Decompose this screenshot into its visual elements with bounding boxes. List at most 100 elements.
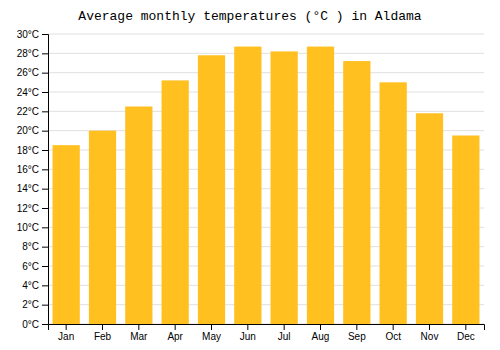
y-tick-label: 18°C [17, 145, 39, 156]
x-tick-mark [320, 324, 321, 330]
x-axis-line [49, 325, 485, 331]
y-tick-mark [42, 227, 48, 228]
y-tick-mark [42, 111, 48, 112]
bar [89, 131, 116, 324]
y-tick: 8°C [22, 241, 48, 252]
x-tick-label: Sep [348, 331, 366, 342]
x-tick: Aug [312, 324, 330, 342]
grid [48, 34, 484, 324]
grid-line [48, 72, 484, 73]
x-tick: Dec [457, 324, 475, 342]
x-tick: Nov [421, 324, 439, 342]
title: Average monthly temperatures (°C ) in Al… [78, 9, 421, 24]
y-tick-label: 4°C [22, 280, 39, 291]
x-tick-mark [247, 324, 248, 330]
y-tick-mark [42, 169, 48, 170]
y-tick-label: 16°C [17, 164, 39, 175]
y-tick: 18°C [17, 145, 48, 156]
bar [452, 136, 479, 325]
y-tick-mark [42, 73, 48, 74]
y-tick-label: 0°C [22, 319, 39, 330]
x-tick-mark [393, 324, 394, 330]
grid-line [48, 92, 484, 93]
x-tick-label: Dec [457, 331, 475, 342]
y-tick-mark [42, 266, 48, 267]
x-tick-label: Aug [312, 331, 330, 342]
bar [125, 107, 152, 325]
y-tick: 0°C [22, 319, 48, 330]
x-tick-mark [175, 324, 176, 330]
x-tick-mark [102, 324, 103, 330]
y-tick-label: 2°C [22, 299, 39, 310]
y-tick-mark [42, 53, 48, 54]
bar [271, 51, 298, 324]
y-tick: 30°C [17, 29, 48, 40]
x-tick: Sep [348, 324, 366, 342]
y-tick: 28°C [17, 48, 48, 59]
y-tick-mark [42, 324, 48, 325]
grid-line [48, 53, 484, 54]
x-tick-mark [66, 324, 67, 330]
grid-line [48, 34, 484, 35]
y-tick-label: 24°C [17, 87, 39, 98]
bar [234, 47, 261, 324]
bar [53, 145, 80, 324]
x-tick: Jan [58, 324, 74, 342]
y-tick: 26°C [17, 67, 48, 78]
x-tick-label: May [202, 331, 221, 342]
bar [416, 113, 443, 324]
x-tick-label: Jun [240, 331, 256, 342]
bar [162, 80, 189, 324]
y-tick-mark [42, 285, 48, 286]
y-tick: 24°C [17, 87, 48, 98]
y-tick: 20°C [17, 125, 48, 136]
y-tick: 12°C [17, 203, 48, 214]
x-tick: Jun [240, 324, 256, 342]
bars [53, 47, 480, 324]
x-tick: May [202, 324, 221, 342]
y-tick: 22°C [17, 106, 48, 117]
y-tick: 6°C [22, 261, 48, 272]
y-tick-label: 20°C [17, 125, 39, 136]
x-tick-label: Jul [278, 331, 291, 342]
x-tick: Oct [385, 324, 401, 342]
x-tick-label: Nov [421, 331, 439, 342]
x-tick: Apr [167, 324, 183, 342]
y-tick-label: 28°C [17, 48, 39, 59]
y-tick: 14°C [17, 183, 48, 194]
y-tick-label: 30°C [17, 29, 39, 40]
y-tick-label: 22°C [17, 106, 39, 117]
x-tick-mark [284, 324, 285, 330]
bar [343, 61, 370, 324]
y-tick-label: 8°C [22, 241, 39, 252]
bar [380, 82, 407, 324]
y-tick-mark [42, 247, 48, 248]
y-tick-mark [42, 150, 48, 151]
y-tick-mark [42, 189, 48, 190]
plot: JanFebMarAprMayJunJulAugSepOctNovDec0°C2… [17, 29, 485, 342]
x-tick-label: Apr [167, 331, 183, 342]
y-tick-label: 6°C [22, 261, 39, 272]
x-tick-label: Feb [94, 331, 112, 342]
y-axis-line [42, 35, 49, 325]
y-tick-mark [42, 131, 48, 132]
bar [198, 55, 225, 324]
x-tick: Jul [278, 324, 291, 342]
x-tick-label: Jan [58, 331, 74, 342]
grid-line [48, 111, 484, 112]
x-tick-mark [211, 324, 212, 330]
x-tick: Feb [94, 324, 112, 342]
y-tick: 4°C [22, 280, 48, 291]
chart: Average monthly temperatures (°C ) in Al… [0, 0, 500, 350]
y-tick-label: 14°C [17, 183, 39, 194]
bar [307, 47, 334, 324]
y-tick-mark [42, 305, 48, 306]
x-tick-mark [138, 324, 139, 330]
x-tick-label: Oct [385, 331, 401, 342]
x-tick-mark [356, 324, 357, 330]
y-tick-mark [42, 34, 48, 35]
x-tick-mark [429, 324, 430, 330]
y-tick-mark [42, 208, 48, 209]
y-tick-label: 10°C [17, 222, 39, 233]
x-axis: JanFebMarAprMayJunJulAugSepOctNovDec [49, 324, 485, 342]
